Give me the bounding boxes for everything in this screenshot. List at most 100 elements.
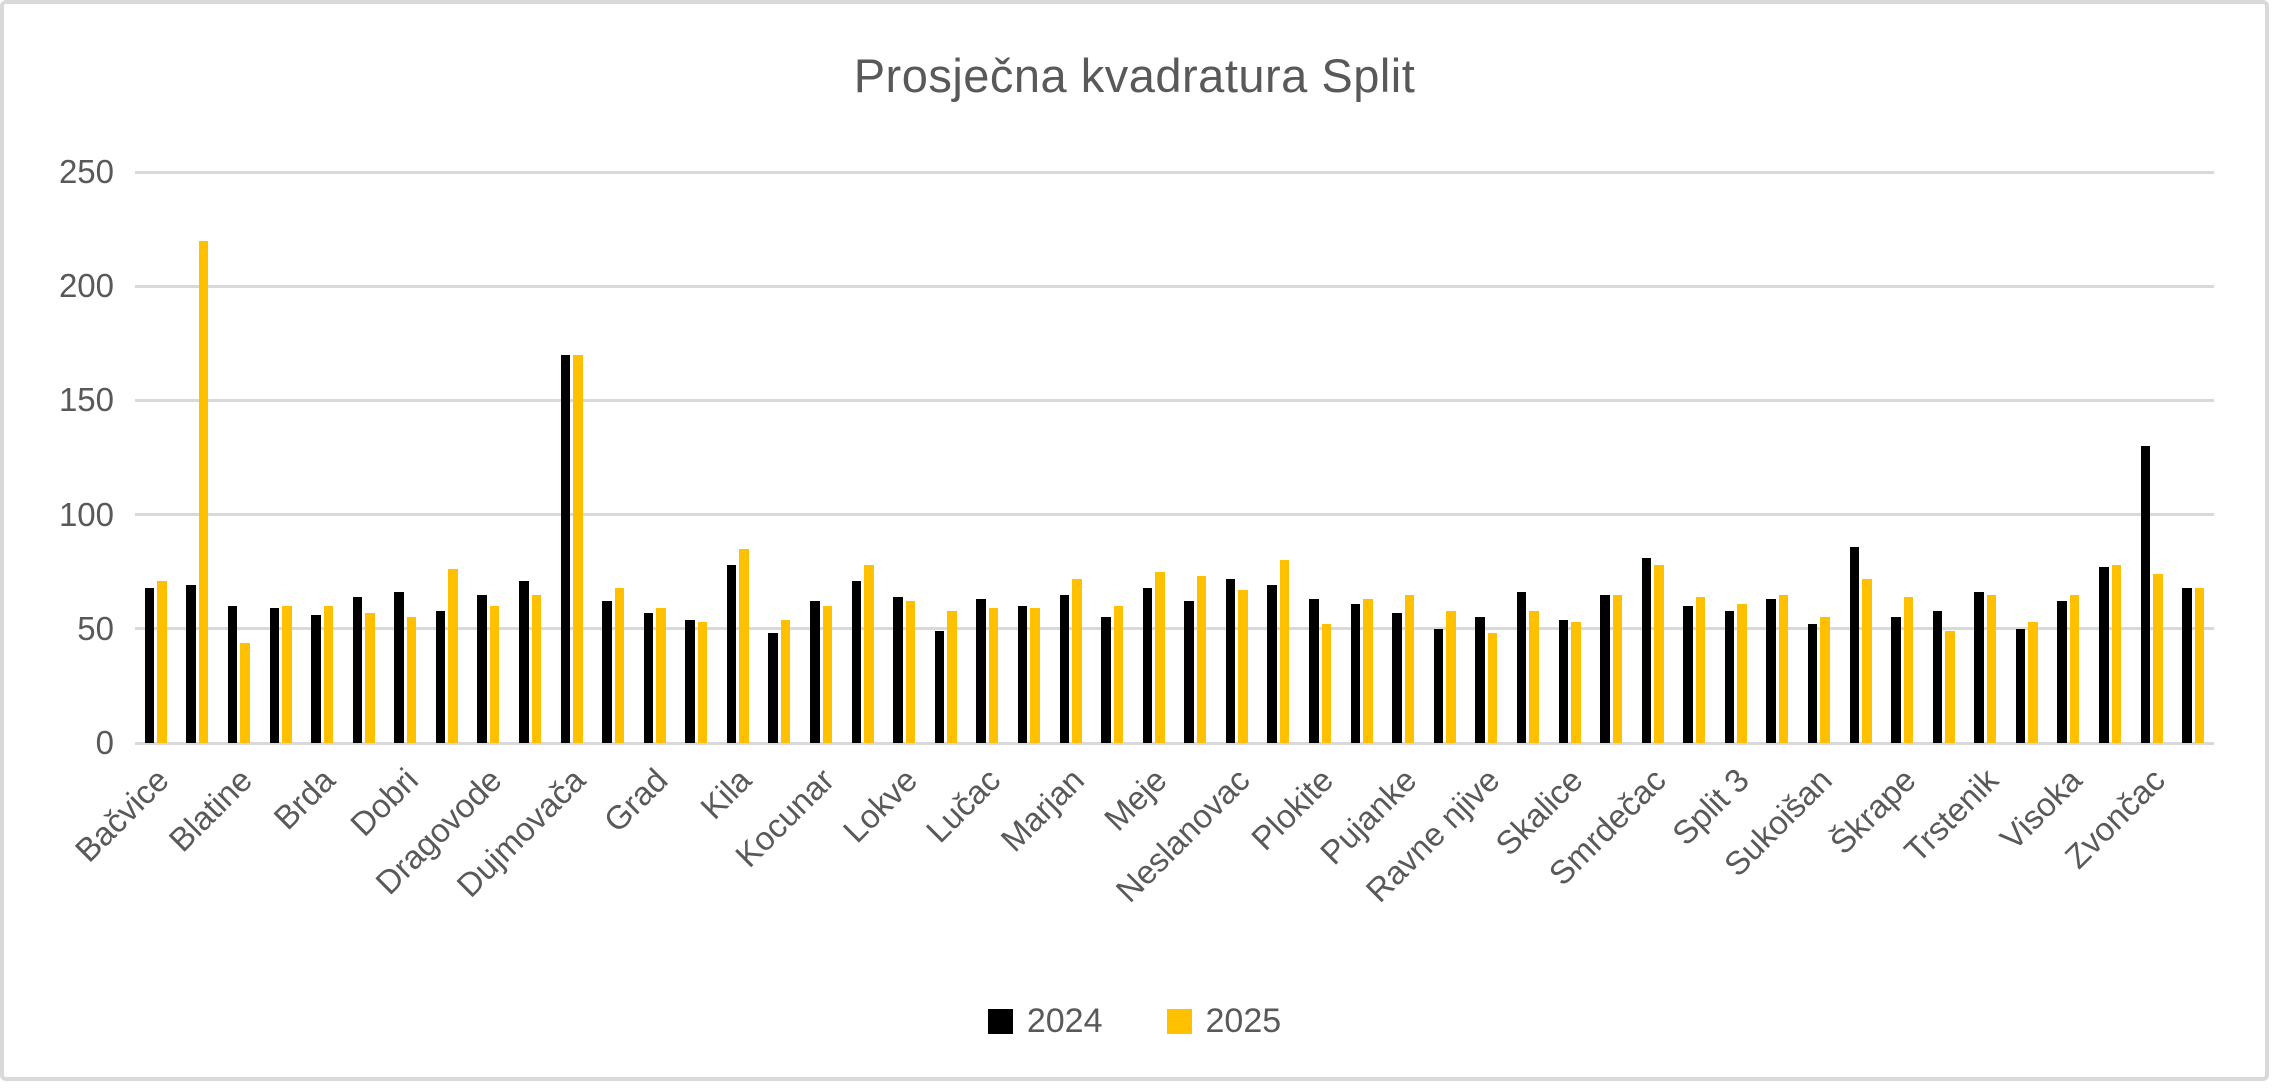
bar-2024 [477,594,487,743]
bar-2024 [1059,594,1070,743]
bar-2024 [685,619,695,743]
bar-2025 [947,610,957,743]
bar-2024 [352,596,363,743]
bar-2025 [1737,603,1747,743]
bar-2024 [1101,617,1111,743]
legend-swatch-2024 [987,1009,1013,1034]
y-axis-tick-label: 50 [77,609,114,647]
bar-2025 [489,605,500,743]
bar-2025 [1487,633,1498,743]
bar-2024 [144,587,155,743]
bar-2025 [1196,576,1207,743]
bar-2025 [1279,560,1290,743]
bar-2025 [1529,610,1539,743]
bar-2024 [394,592,404,743]
bar-2025 [1446,610,1456,743]
bar-2024 [726,564,737,743]
bar-2025 [448,569,458,743]
bar-2025 [739,548,749,743]
legend-label-2025: 2025 [1205,1002,1282,1040]
x-axis-tick-label: Lučac [919,761,1008,850]
bar-2024 [934,631,945,743]
bar-2024 [1683,605,1693,743]
bar-2025 [1820,617,1830,743]
bar-2024 [976,599,986,743]
bar-2024 [2140,446,2151,743]
bar-2024 [2099,567,2109,743]
bar-2024 [1724,610,1735,743]
y-axis-tick-label: 0 [95,724,114,761]
bar-2025 [365,612,375,743]
bar-2025 [1986,594,1997,743]
bar-2025 [2069,594,2080,743]
bar-2025 [323,605,334,743]
x-axis-tick-label: Brda [266,761,343,837]
bar-2025 [240,642,250,743]
bar-2025 [1862,578,1872,743]
bar-2025 [573,354,583,743]
bar-2024 [1309,599,1319,743]
bar-2025 [1571,621,1581,743]
bar-2025 [614,587,625,743]
bar-2024 [269,608,280,743]
bar-2025 [1612,594,1623,743]
bar-2024 [1766,599,1776,743]
bar-2025 [905,601,916,743]
bar-2024 [1017,605,1028,743]
bar-2024 [1433,628,1444,743]
bar-2024 [560,354,571,743]
x-axis-tick-label: Marjan [993,761,1091,859]
bar-2024 [1225,578,1236,743]
bar-2025 [531,594,541,743]
legend-swatch-2025 [1166,1009,1192,1034]
bar-2024 [519,580,529,743]
bar-2025 [2111,564,2122,743]
bar-2025 [988,608,999,743]
y-axis-tick-label: 200 [58,267,114,305]
legend: 2024 2025 [4,1002,2265,1041]
bar-2025 [822,605,833,743]
bar-2024 [1891,617,1901,743]
bar-2024 [1392,612,1402,743]
bar-2024 [1932,610,1943,743]
gridline [135,398,2214,402]
bar-2025 [1654,564,1664,743]
bar-2025 [864,564,874,743]
bar-2024 [1807,624,1818,743]
bar-2025 [1778,594,1789,743]
bar-2024 [851,580,862,743]
bar-2025 [1321,624,1332,743]
gridline [135,513,2214,517]
gridline [135,284,2214,288]
y-axis-tick-label: 150 [58,381,114,419]
bar-2024 [1974,592,1984,743]
bar-2024 [2182,587,2192,743]
bar-2025 [198,240,209,743]
x-axis-tick-label: Grad [596,761,675,840]
bar-2025 [282,605,292,743]
bar-2024 [311,615,321,743]
bar-2025 [406,617,417,743]
bar-2025 [1113,605,1124,743]
bar-2024 [1142,587,1153,743]
bar-2024 [2057,601,2067,743]
x-axis-tick-label: Blatine [161,761,260,859]
bar-2025 [1945,631,1955,743]
legend-item-2024: 2024 [987,1002,1103,1041]
chart-title: Prosječna kvadratura Split [853,49,1416,102]
bar-2024 [1600,594,1610,743]
gridline [135,170,2214,174]
bar-2024 [1184,601,1194,743]
bar-2025 [1030,608,1040,743]
bar-2025 [1155,571,1165,743]
y-axis-tick-label: 250 [58,153,114,190]
legend-item-2025: 2025 [1166,1002,1282,1041]
bar-2024 [1475,617,1485,743]
bar-2024 [186,585,196,743]
bar-2025 [780,619,791,743]
bar-2024 [1267,585,1277,743]
bar-2025 [2153,573,2163,743]
bar-2024 [893,596,903,743]
bar-2024 [643,612,654,743]
